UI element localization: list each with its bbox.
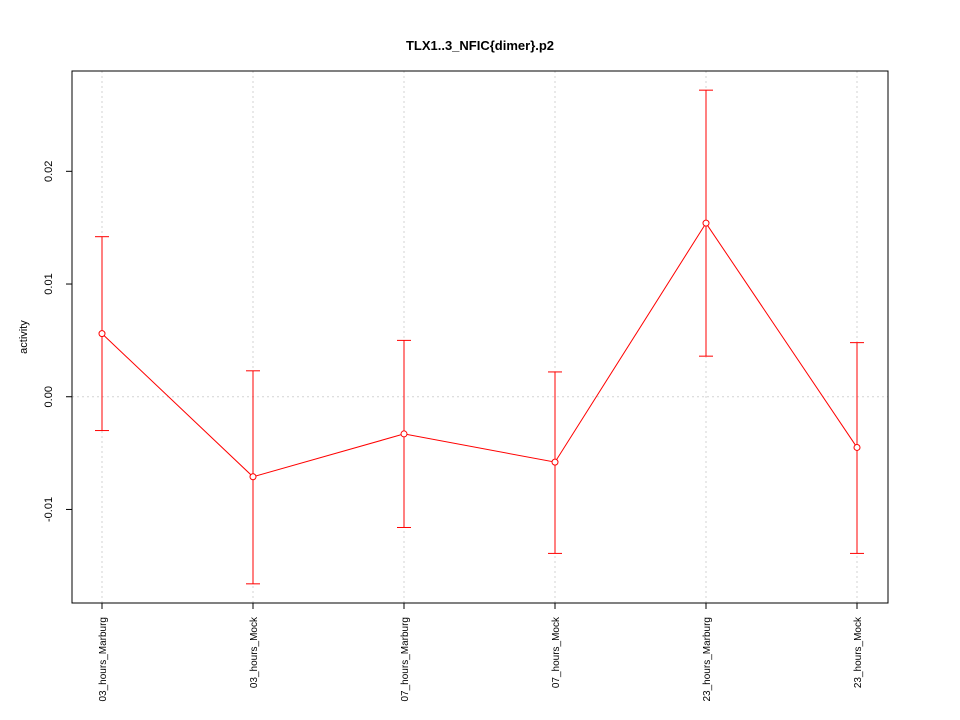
error-bars (95, 89, 864, 585)
y-tick-label: 0.01 (43, 273, 55, 294)
x-tick-label: 23_hours_Mock (853, 616, 864, 688)
y-tick-label: 0.02 (43, 161, 55, 182)
x-tick-label: 23_hours_Marburg (702, 617, 713, 702)
y-axis: -0.01 0.00 0.01 0.02 (43, 161, 73, 522)
y-tick-label: 0.00 (43, 386, 55, 407)
x-tick-label: 03_hours_Marburg (98, 617, 109, 702)
x-tick-label: 07_hours_Marburg (400, 617, 411, 702)
grid-layer (72, 71, 888, 603)
data-point (853, 443, 861, 451)
series-line (101, 222, 858, 478)
plot-area-border (71, 70, 889, 604)
data-points (98, 219, 861, 481)
y-axis-label: activity (18, 320, 30, 354)
x-tick-label: 03_hours_Mock (249, 616, 260, 688)
data-point (551, 458, 559, 466)
data-point (249, 473, 257, 481)
series-line-layer (101, 222, 858, 478)
x-tick-label: 07_hours_Mock (551, 616, 562, 688)
chart-title: TLX1..3_NFIC{dimer}.p2 (406, 38, 554, 53)
data-point (400, 430, 408, 438)
data-point (98, 330, 106, 338)
y-tick-label: -0.01 (43, 497, 55, 522)
x-axis: 03_hours_Marburg 03_hours_Mock 07_hours_Ma… (98, 602, 864, 702)
data-point (702, 219, 710, 227)
